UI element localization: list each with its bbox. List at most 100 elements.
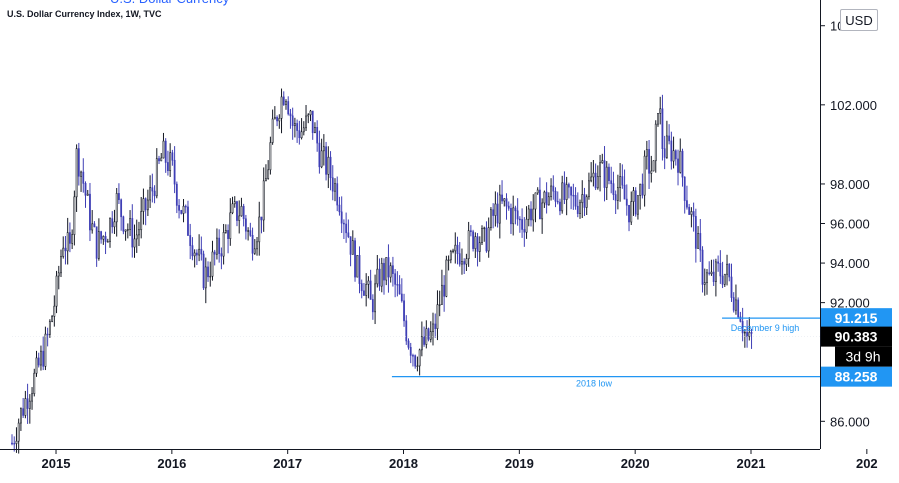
candle-body [109, 218, 111, 242]
candle-body [233, 201, 236, 205]
candle-body [441, 284, 443, 305]
price-tick-label: 102.000 [830, 98, 877, 113]
candle-body [345, 223, 348, 234]
candle-body [416, 365, 419, 367]
candle-body [309, 110, 312, 116]
candle-body [516, 210, 519, 220]
candle-body [385, 257, 388, 281]
candle-body [652, 160, 655, 172]
currency-selector[interactable]: USD [840, 9, 878, 31]
candle-body [202, 253, 205, 289]
candle-body [574, 195, 577, 207]
candle-body [514, 207, 517, 212]
candle-body [556, 200, 559, 203]
candle-body [594, 172, 597, 189]
candle-body [550, 185, 552, 198]
candle-body [625, 198, 628, 206]
candle-body [218, 237, 221, 254]
candle-body [265, 178, 267, 182]
candle-body [657, 113, 659, 125]
time-tick-label: 2017 [273, 456, 302, 471]
candle-body [637, 195, 639, 215]
candle-body [191, 245, 194, 257]
candle-body [131, 218, 134, 248]
candle-body [503, 198, 506, 202]
candle-body [287, 101, 290, 115]
candle-body [247, 230, 250, 232]
candle-body [151, 187, 154, 192]
candle-body [356, 255, 359, 278]
candle-body [612, 183, 615, 195]
candle-body [77, 148, 80, 177]
candle-body [616, 187, 619, 201]
annotation-label: December 9 high [731, 323, 800, 333]
candle-body [60, 256, 62, 274]
candle-body [48, 321, 51, 335]
candle-body [358, 255, 361, 284]
candle-body [84, 183, 87, 196]
candle-body [325, 146, 327, 175]
candle-body [17, 422, 20, 442]
candle-body [699, 233, 702, 251]
candle-body [512, 207, 515, 225]
candle-body [204, 266, 207, 289]
candle-body [293, 123, 296, 127]
candle-body [240, 206, 243, 217]
candle-body [650, 170, 653, 174]
candle-body [588, 180, 590, 198]
candle-body [211, 251, 214, 277]
candle-body [182, 205, 185, 214]
candle-body [24, 398, 27, 416]
price-tick-label: 92.000 [830, 296, 870, 311]
candle-body [260, 216, 263, 221]
candle-body [273, 116, 276, 120]
candle-body [271, 118, 274, 143]
candle-body [730, 276, 733, 298]
candle-body [371, 299, 374, 313]
candle-body [452, 250, 454, 252]
candle-body [35, 357, 38, 374]
candle-body [120, 199, 123, 218]
candle-body [554, 190, 557, 202]
candle-body [300, 131, 303, 139]
candle-body [95, 226, 98, 259]
candle-body [102, 236, 105, 240]
countdown-badge-bg [835, 346, 892, 367]
candle-body [427, 328, 430, 340]
candle-body [213, 251, 216, 255]
candle-body [634, 190, 637, 215]
candle-body [298, 130, 301, 139]
candle-body [242, 206, 245, 220]
candle-body [703, 282, 706, 285]
candle-body [383, 262, 385, 281]
candle-body [639, 183, 642, 196]
candle-body [712, 271, 715, 282]
candle-body [53, 305, 56, 317]
candle-body [73, 196, 76, 235]
candle-body [536, 189, 539, 194]
candle-body [20, 408, 22, 424]
candle-body [485, 227, 488, 252]
candle-body [418, 349, 421, 367]
price-badges: 91.215 88.258 90.383 3d 9h [821, 308, 892, 387]
time-tick-label: 2021 [737, 456, 766, 471]
candle-body [365, 284, 368, 296]
candle-body [97, 231, 100, 259]
candle-body [496, 203, 499, 224]
candle-body [195, 252, 198, 256]
candle-body [721, 275, 724, 285]
candle-body [167, 162, 169, 172]
candle-body [338, 204, 341, 213]
candle-body [153, 190, 156, 197]
candle-body [392, 265, 394, 274]
candle-body [614, 194, 617, 201]
candle-body [472, 231, 474, 249]
candle-body [581, 194, 584, 204]
candle-body [26, 398, 29, 409]
candle-body [494, 203, 497, 216]
candle-body [534, 192, 537, 210]
candle-body [706, 272, 708, 283]
candle-body [498, 194, 501, 224]
candle-body [527, 208, 530, 220]
candle-body [229, 212, 232, 239]
